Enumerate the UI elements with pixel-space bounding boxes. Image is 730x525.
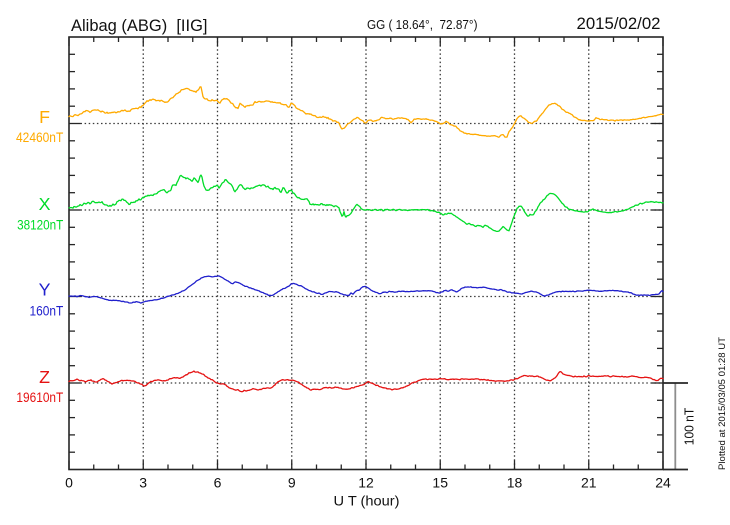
svg-text:19610nT: 19610nT	[16, 389, 63, 405]
svg-text:U T (hour): U T (hour)	[334, 493, 400, 509]
svg-text:Alibag (ABG) [IIG]: Alibag (ABG) [IIG]	[71, 16, 208, 35]
svg-text:6: 6	[214, 475, 222, 491]
svg-text:2015/02/02: 2015/02/02	[577, 14, 661, 33]
svg-text:Z: Z	[39, 367, 50, 387]
svg-text:24: 24	[655, 475, 671, 491]
svg-text:0: 0	[65, 475, 73, 491]
svg-text:38120nT: 38120nT	[17, 217, 64, 233]
svg-text:F: F	[39, 107, 50, 127]
svg-text:15: 15	[432, 475, 448, 491]
svg-text:160nT: 160nT	[30, 303, 64, 319]
svg-text:3: 3	[139, 475, 147, 491]
svg-text:Plotted at 2015/03/05 01:28 UT: Plotted at 2015/03/05 01:28 UT	[717, 337, 728, 470]
svg-text:100 nT: 100 nT	[682, 408, 697, 446]
svg-text:X: X	[39, 194, 51, 214]
svg-text:18: 18	[507, 475, 523, 491]
svg-text:12: 12	[358, 475, 374, 491]
svg-text:GG ( 18.64°, 72.87°): GG ( 18.64°, 72.87°)	[367, 18, 478, 32]
svg-text:9: 9	[288, 475, 296, 491]
svg-text:Y: Y	[39, 280, 51, 300]
svg-text:42460nT: 42460nT	[16, 129, 64, 145]
svg-text:21: 21	[581, 475, 597, 491]
